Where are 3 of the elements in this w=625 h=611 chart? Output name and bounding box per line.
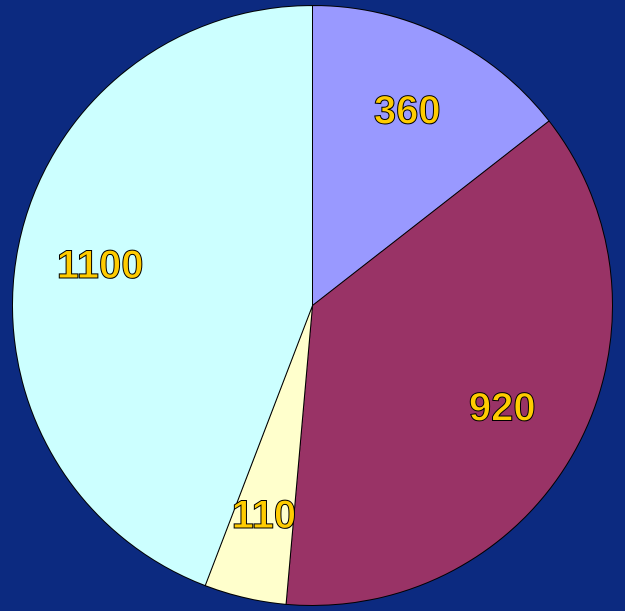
data-label: 1100 (56, 243, 144, 288)
data-label: 920 (468, 386, 536, 430)
data-label: 360 (374, 88, 441, 132)
